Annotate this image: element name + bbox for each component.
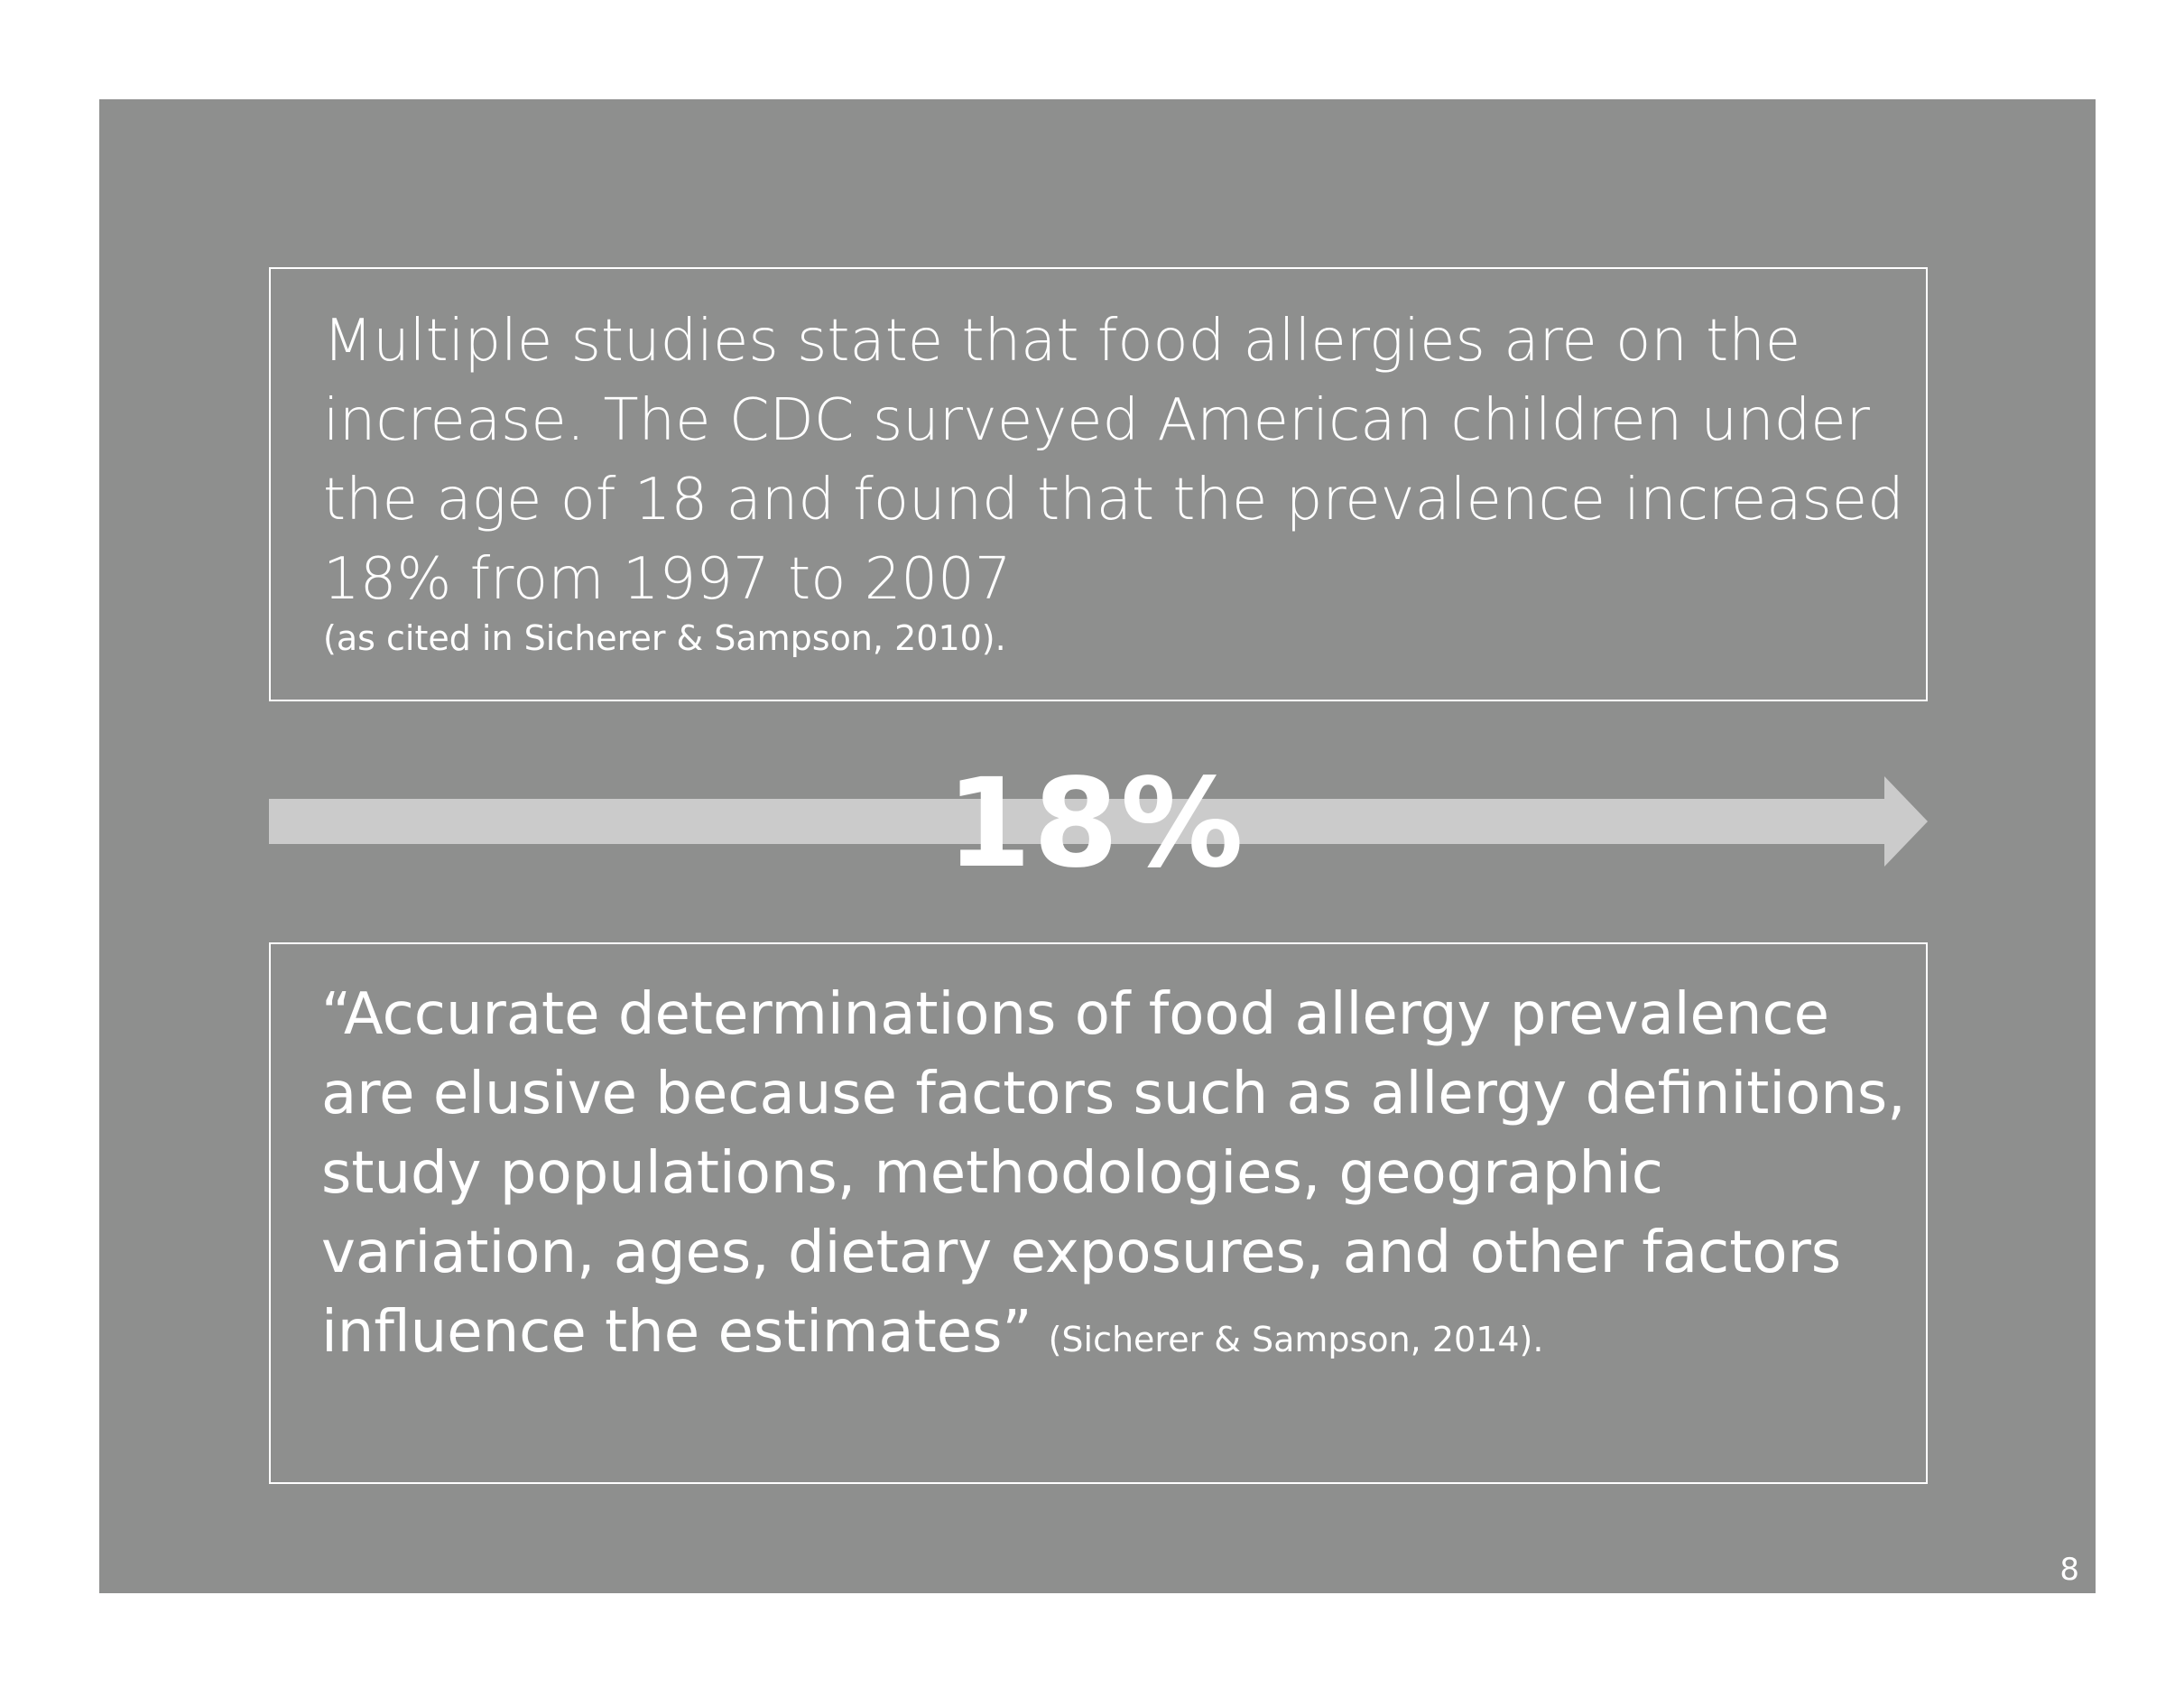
quote-citation: (Sicherer & Sampson, 2014). xyxy=(1048,1320,1544,1359)
page-number: 8 xyxy=(2059,1552,2079,1588)
arrow-right-icon xyxy=(269,776,1928,867)
quote-text: “Accurate determinations of food allergy… xyxy=(321,981,1906,1366)
top-citation: (as cited in Sicherer & Sampson, 2010). xyxy=(323,618,1006,658)
stat-value-text: 18% xyxy=(946,753,1245,895)
quote-paragraph: “Accurate determinations of food allergy… xyxy=(321,975,1910,1379)
top-paragraph: Multiple studies state that food allergi… xyxy=(323,308,1904,613)
slide: Multiple studies state that food allergi… xyxy=(99,99,2096,1593)
stat-value: 18% xyxy=(99,752,2096,896)
top-text-box: Multiple studies state that food allergi… xyxy=(269,267,1928,701)
bottom-text-box: “Accurate determinations of food allergy… xyxy=(269,942,1928,1484)
